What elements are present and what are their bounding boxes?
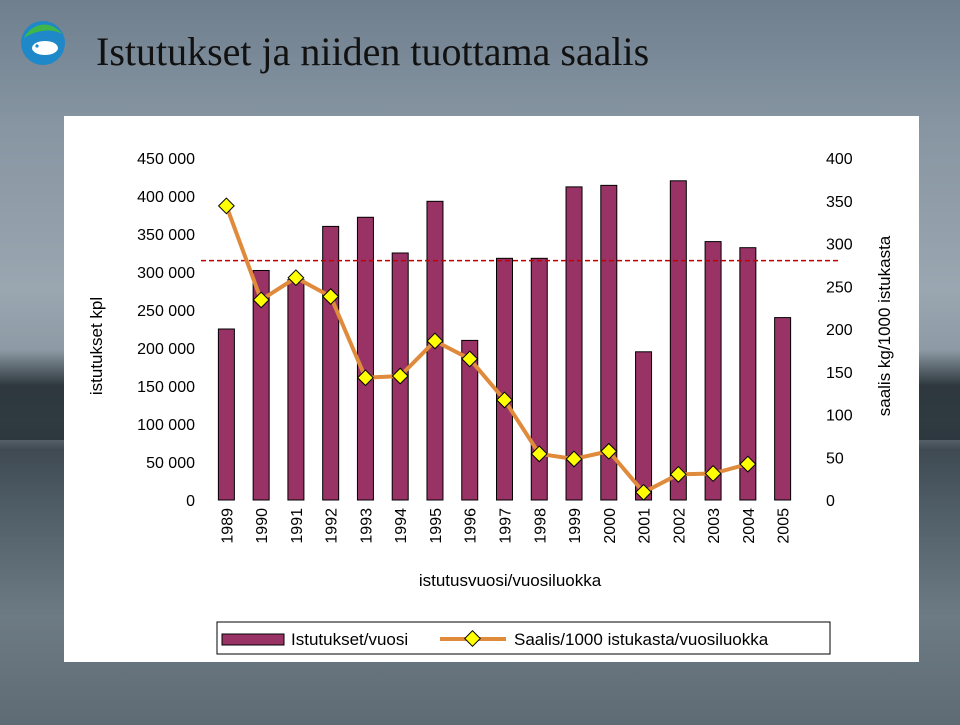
line-marker — [496, 391, 513, 409]
bar — [635, 351, 653, 501]
bar — [252, 269, 270, 501]
y2-tick-label: 100 — [826, 408, 853, 425]
line-marker — [217, 197, 235, 215]
line-marker — [322, 288, 340, 305]
chart-panel: 0 50 000 100 000 150 000 200 000 250 000 300 0… — [64, 116, 919, 662]
x-tick-label: 1994 — [393, 508, 410, 544]
bar — [669, 180, 687, 501]
y-tick-label: 0 — [186, 493, 195, 510]
page-title: Istutukset ja niiden tuottama saalis — [96, 29, 650, 74]
y2-tick-label: 350 — [826, 194, 853, 211]
bar — [774, 317, 792, 501]
line-marker — [669, 465, 687, 483]
y-tick-label: 250 000 — [137, 303, 195, 320]
y-tick-label: 450 000 — [137, 151, 195, 168]
x-tick-label: 1998 — [532, 508, 549, 544]
y2-tick-label: 250 — [826, 279, 853, 296]
line-marker — [565, 450, 583, 468]
x-tick-label: 2002 — [671, 508, 688, 544]
x-tick-label: 1992 — [324, 508, 341, 544]
y-tick-label: 200 000 — [137, 341, 195, 358]
logo-icon — [21, 21, 65, 65]
y-tick-label: 400 000 — [137, 189, 195, 206]
bar — [461, 339, 479, 501]
line-marker — [426, 332, 444, 350]
line-series — [224, 205, 749, 495]
line-marker — [252, 291, 270, 309]
bar — [287, 279, 305, 501]
line-marker — [530, 445, 548, 463]
y-axis-label: istutukset kpl — [87, 297, 106, 395]
y-tick-label: 100 000 — [137, 417, 195, 434]
x-tick-label: 1999 — [567, 508, 584, 544]
x-tick-label: 1993 — [358, 508, 375, 544]
y-tick-label: 150 000 — [137, 379, 195, 396]
y-tick-label: 350 000 — [137, 227, 195, 244]
line-marker — [287, 269, 305, 287]
y2-tick-label: 50 — [826, 450, 844, 467]
x-axis-label: istutusvuosi/vuosiluokka — [419, 571, 602, 590]
y2-tick-label: 200 — [826, 322, 853, 339]
x-tick-label: 2000 — [602, 508, 619, 544]
legend-box — [216, 621, 831, 655]
bar — [530, 257, 548, 501]
bar — [217, 328, 235, 501]
bar — [704, 241, 722, 501]
x-tick-label: 1989 — [219, 508, 236, 544]
line-marker — [391, 367, 409, 385]
line-marker — [356, 369, 374, 387]
x-tick-label: 1995 — [428, 508, 445, 544]
y2-tick-label: 0 — [826, 493, 835, 510]
bar — [600, 184, 618, 501]
bar — [496, 257, 513, 501]
legend-bar-swatch — [221, 633, 285, 646]
y2-axis-label: saalis kg/1000 istukasta — [875, 235, 894, 416]
legend-marker-swatch — [464, 630, 481, 647]
x-tick-label: 1990 — [254, 508, 271, 544]
bar — [356, 216, 374, 501]
bar — [565, 186, 583, 501]
x-tick-label: 2001 — [637, 508, 654, 544]
x-tick-label: 1997 — [498, 508, 515, 544]
legend-line-label: Saalis/1000 istukasta/vuosiluokka — [514, 630, 769, 649]
legend: Istutukset/vuosi Saalis/1000 istukasta/v… — [216, 621, 831, 655]
chart: 0 50 000 100 000 150 000 200 000 250 000 300 0… — [87, 151, 894, 655]
bar — [426, 200, 444, 501]
x-tick-label: 1996 — [463, 508, 480, 544]
y2-tick-label: 300 — [826, 237, 853, 254]
legend-bar-label: Istutukset/vuosi — [291, 630, 408, 649]
y2-tick-label: 150 — [826, 365, 853, 382]
line-marker — [739, 455, 757, 473]
line-marker — [704, 465, 722, 482]
x-tick-label: 2004 — [741, 508, 758, 544]
line-marker — [461, 350, 479, 368]
bar — [739, 247, 757, 501]
line-marker — [635, 483, 653, 501]
x-tick-label: 2005 — [776, 508, 793, 544]
y-tick-label: 50 000 — [146, 455, 195, 472]
bar — [322, 225, 340, 501]
y-tick-label: 300 000 — [137, 265, 195, 282]
y2-tick-label: 400 — [826, 151, 853, 168]
x-tick-label: 2003 — [706, 508, 723, 544]
line-marker — [600, 442, 618, 460]
x-tick-label: 1991 — [289, 508, 306, 544]
